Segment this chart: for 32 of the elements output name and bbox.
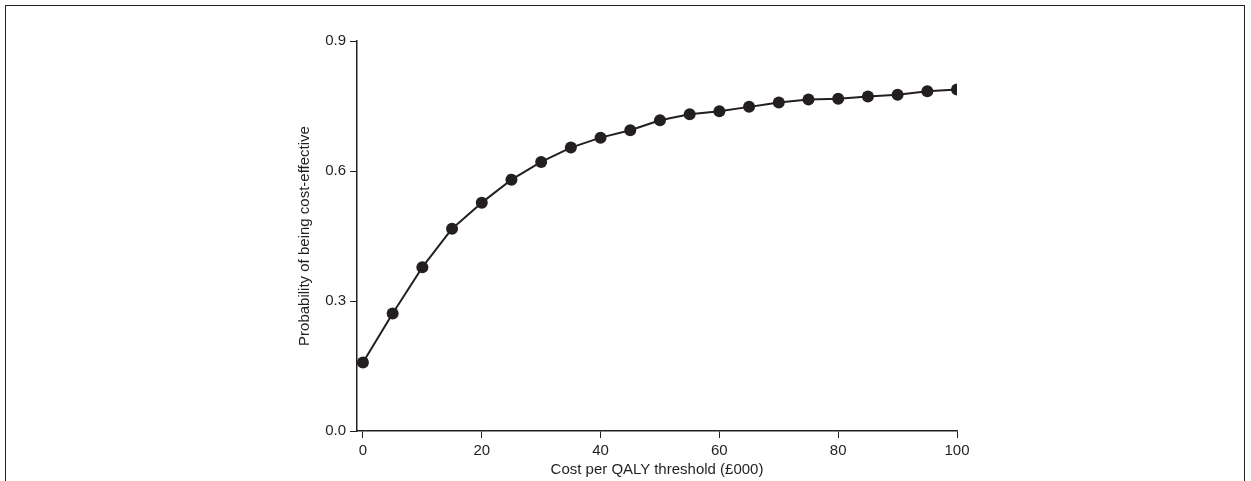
point: [713, 105, 726, 118]
x-tick-label: 100: [944, 441, 970, 459]
x-axis-title: Cost per QALY threshold (£000): [550, 460, 764, 478]
y-tick-label: 0.6: [325, 161, 346, 179]
point: [357, 356, 369, 369]
point: [416, 261, 429, 274]
point: [386, 307, 399, 320]
y-tick-label: 0.9: [325, 31, 346, 49]
point: [802, 93, 815, 106]
y-tick-label: 0.0: [325, 421, 346, 439]
point: [832, 92, 845, 105]
x-tick-label: 80: [829, 441, 847, 459]
point: [921, 85, 934, 98]
point: [743, 100, 756, 113]
point: [446, 222, 459, 235]
y-tick-label: 0.3: [325, 291, 346, 309]
point: [653, 114, 666, 127]
point: [535, 155, 548, 168]
x-tick-label: 20: [473, 441, 491, 459]
point: [624, 124, 637, 137]
point: [475, 196, 488, 209]
point: [861, 90, 874, 103]
point: [505, 173, 518, 186]
y-axis-title: Probability of being cost-effective: [295, 126, 313, 346]
x-tick-label: 40: [592, 441, 609, 459]
point: [683, 108, 696, 121]
point: [594, 131, 607, 144]
point: [564, 141, 577, 154]
x-tick-label: 60: [711, 441, 728, 459]
point: [772, 96, 785, 109]
point: [891, 88, 904, 101]
x-tick-label: 0: [358, 441, 368, 459]
